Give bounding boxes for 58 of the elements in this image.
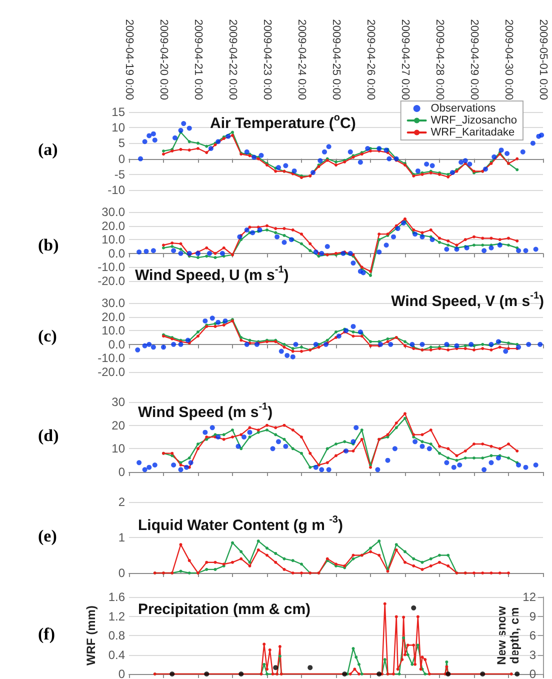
y-tick-label: 0 [118, 465, 126, 479]
y2-tick-label: 12 [522, 590, 536, 604]
y-tick-label: 20.0 [102, 218, 126, 233]
y-tick-label: 10.0 [102, 232, 126, 247]
y-tick-label: -5 [114, 167, 126, 182]
text: (c) [38, 326, 57, 346]
y-tick-label: 0 [118, 152, 126, 166]
text: (e) [38, 526, 57, 546]
text: (a) [38, 140, 58, 159]
y-axis-title: WRF (mm) [84, 606, 98, 666]
x-tick-label: 2009-04-26 0:00 [364, 19, 376, 100]
y-tick-label: -10.0 [98, 351, 126, 366]
text: (d) [38, 426, 59, 445]
y2-tick-label: 6 [529, 628, 536, 642]
x-tick-label: 2009-04-19 0:00 [123, 19, 135, 100]
y-tick-label: 30.0 [102, 296, 126, 310]
y2-tick-label: 3 [529, 648, 536, 662]
x-tick-label: 2009-04-21 0:00 [192, 19, 204, 100]
x-tick-label: 2009-05-01 0:00 [537, 19, 549, 100]
legend-label: WRF_Jizosancho [430, 114, 518, 126]
legend-label: Observations [430, 102, 496, 114]
y-tick-label: 15 [112, 105, 126, 119]
y-tick-label: 10 [112, 442, 126, 456]
y-tick-label: 20.0 [102, 310, 126, 324]
text: (b) [38, 236, 59, 254]
x-tick-label: 2009-04-22 0:00 [226, 19, 238, 100]
text: (f) [38, 624, 55, 644]
y-tick-label: 0.8 [108, 628, 126, 642]
y-tick-label: 1 [118, 530, 126, 544]
y-tick-label: 30 [112, 395, 126, 409]
y-tick-label: 0.0 [108, 337, 126, 352]
y-tick-label: 10.0 [102, 324, 126, 338]
y-tick-label: 1.6 [108, 590, 126, 604]
y-tick-label: 20 [112, 418, 126, 432]
x-tick-label: 2009-04-28 0:00 [434, 19, 446, 100]
y-tick-label: 5 [118, 136, 126, 150]
x-tick-label: 2009-04-23 0:00 [261, 19, 273, 100]
x-tick-label: 2009-04-20 0:00 [158, 19, 170, 100]
y2-tick-label: 9 [529, 609, 536, 624]
y-tick-label: 1.2 [108, 609, 126, 624]
x-tick-label: 2009-04-30 0:00 [502, 19, 514, 100]
x-tick-label: 2009-04-24 0:00 [296, 19, 308, 100]
x-tick-label: 2009-04-25 0:00 [330, 19, 342, 100]
y-tick-label: 0 [118, 667, 126, 679]
y-tick-label: 0.4 [108, 648, 126, 662]
y-tick-label: 10 [112, 120, 126, 135]
y-tick-label: -20.0 [98, 274, 126, 288]
y-tick-label: -10 [108, 183, 126, 197]
y-tick-label: 30.0 [102, 205, 126, 219]
y-tick-label: 0 [118, 566, 126, 580]
x-tick-label: 2009-04-27 0:00 [399, 19, 411, 100]
y-tick-label: 0.0 [108, 246, 126, 260]
y-tick-label: -10.0 [98, 260, 126, 274]
x-tick-label: 2009-04-29 0:00 [468, 19, 480, 100]
y-tick-label: -20.0 [98, 365, 126, 379]
legend-label: WRF_Karitadake [430, 126, 515, 138]
y-tick-label: 2 [118, 495, 126, 509]
chart-title: Precipitation (mm & cm) [138, 601, 311, 618]
